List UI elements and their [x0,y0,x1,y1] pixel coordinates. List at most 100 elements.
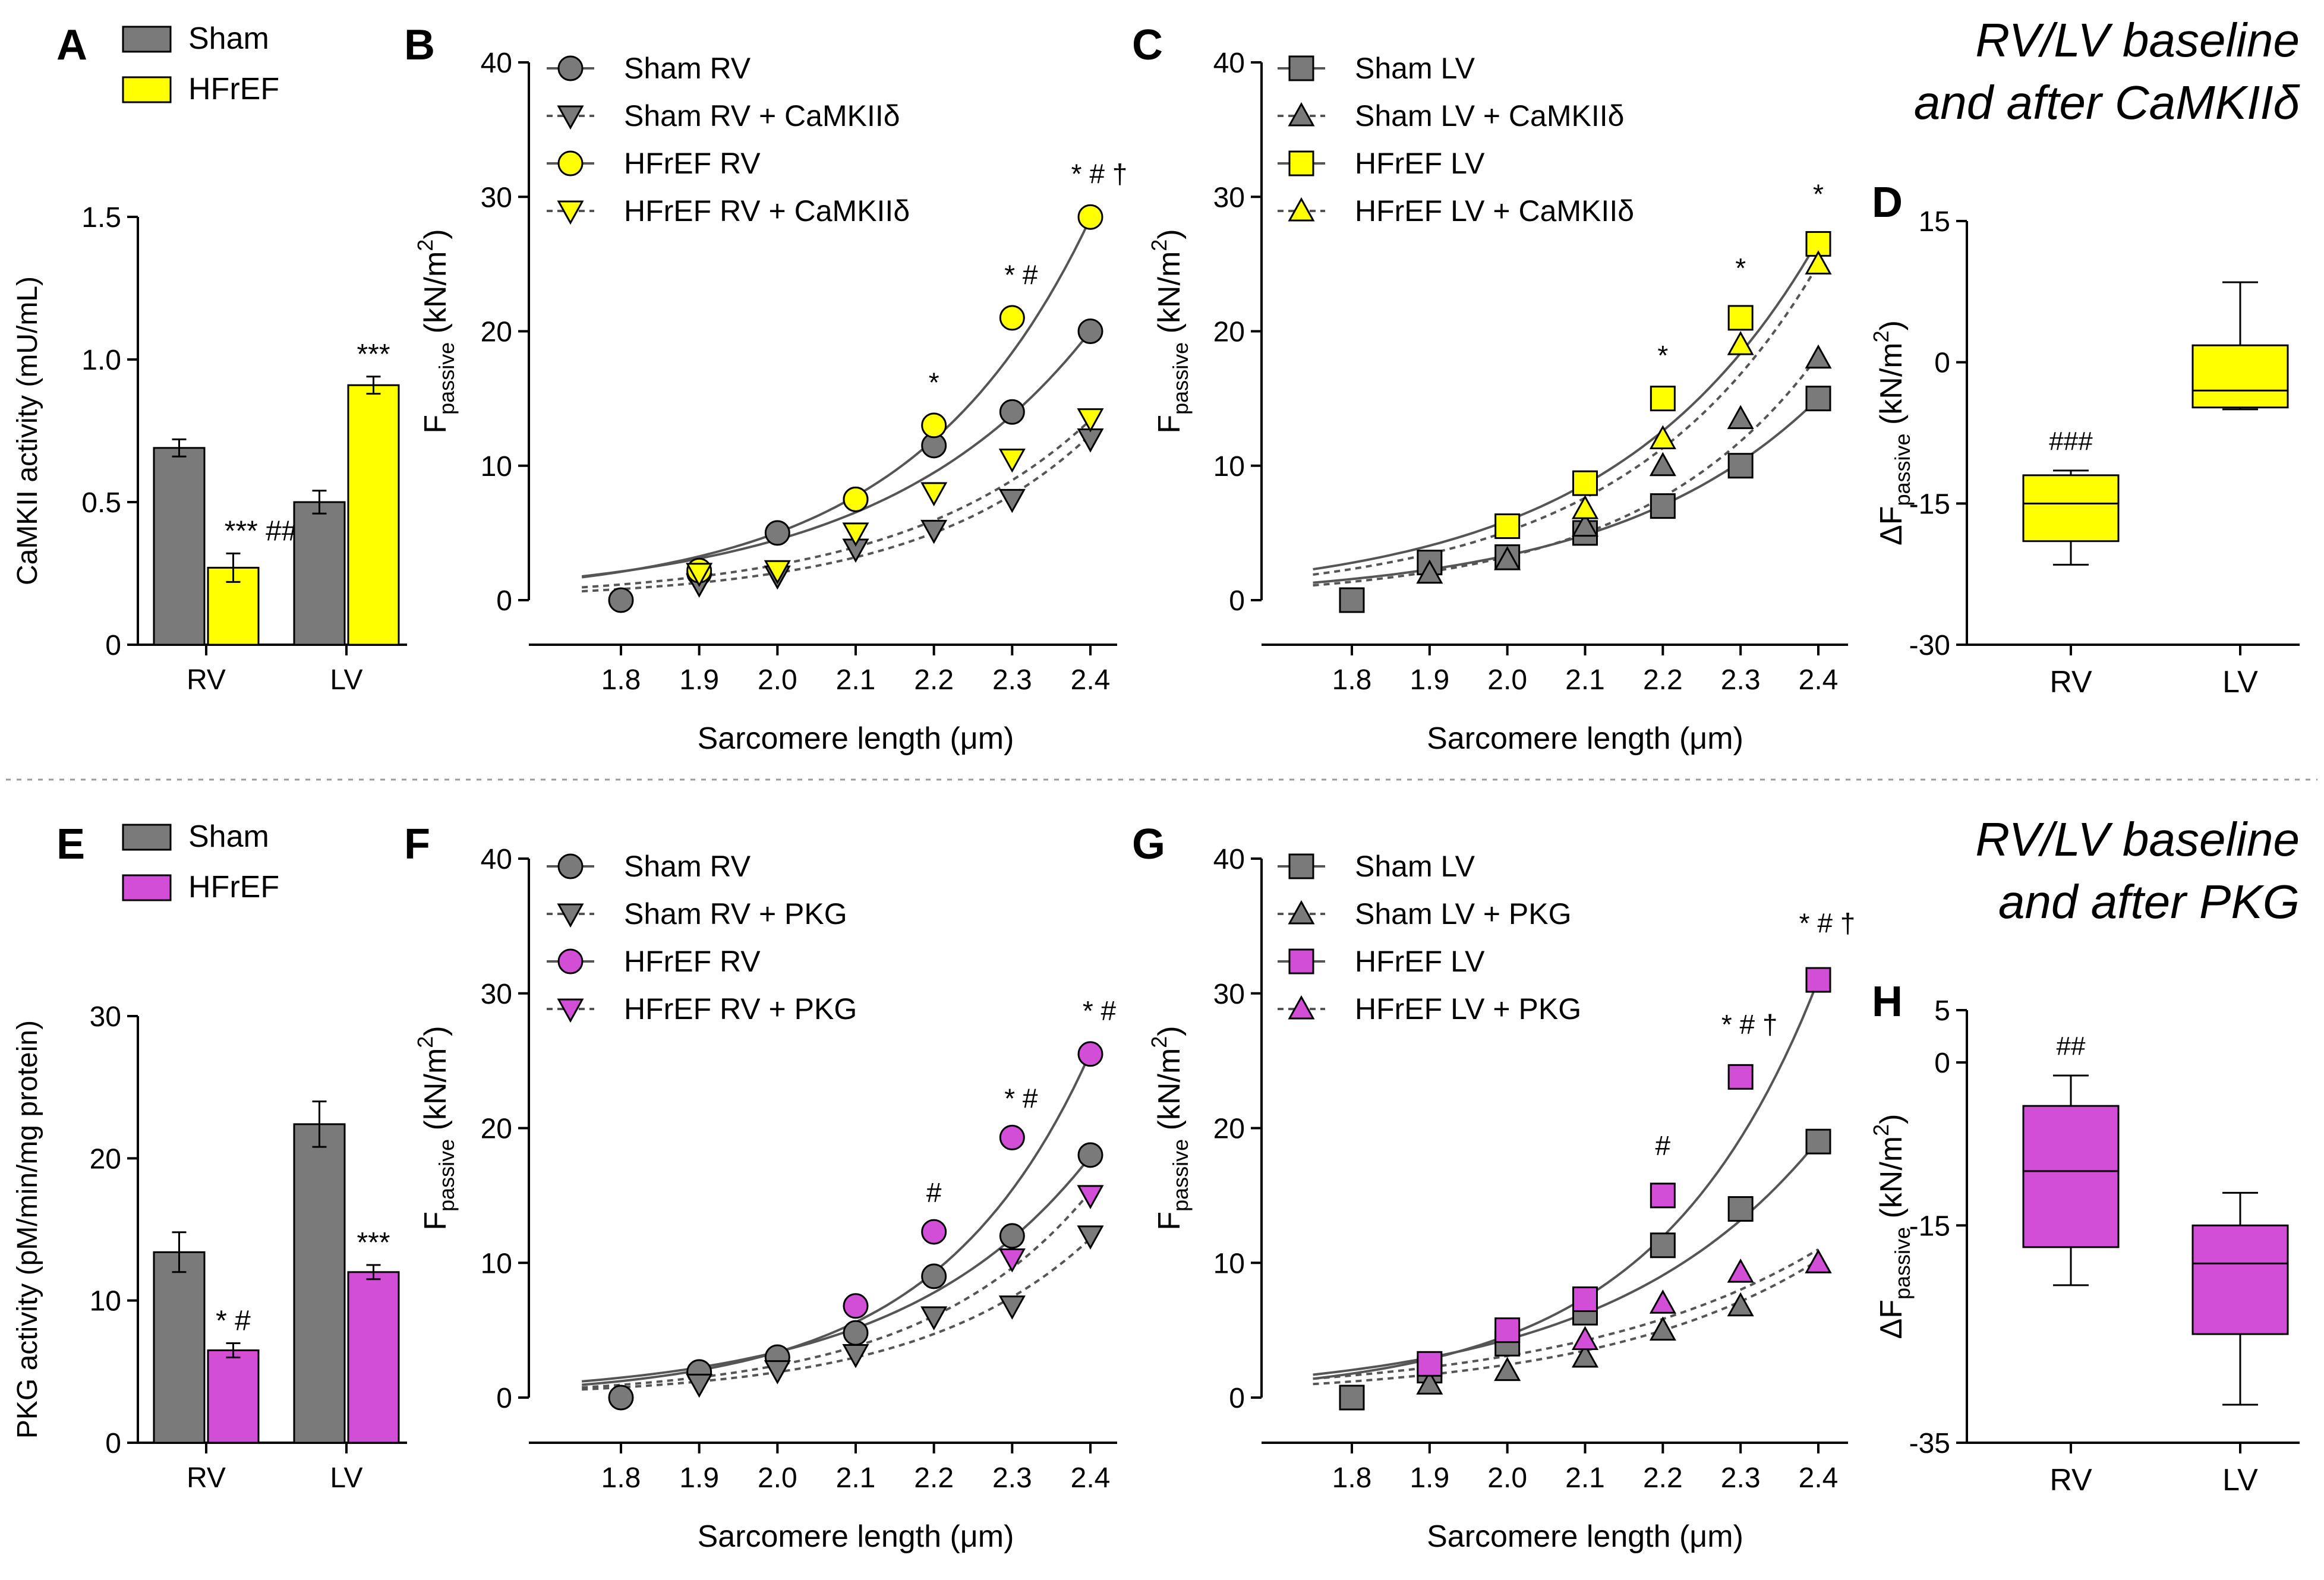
ylabel-main: F [418,1212,453,1231]
data-point [686,1373,713,1398]
data-point [764,520,790,546]
data-point [843,1320,869,1346]
legend-swatch [122,26,172,53]
y-axis-label: Fpassive (kN/m2) [1147,1026,1193,1230]
ylabel-units: (kN/m [1152,1048,1187,1139]
data-point [1077,1142,1103,1168]
data-point [608,1385,634,1411]
legend-label: HFrEF [188,72,279,106]
data-point [1805,344,1832,369]
legend-label: HFrEF RV + PKG [624,992,857,1026]
bar-sham-rv [153,447,206,646]
data-point [1571,1343,1599,1368]
fit-curve [582,419,1092,589]
y-tick-label: 40 [1213,48,1245,79]
y-tick-label: 0 [1934,348,1950,379]
significance-label: * [929,367,939,398]
data-point [842,522,869,547]
bar-hfref-lv [347,384,400,646]
legend-label: Sham LV + PKG [1355,897,1572,931]
y-tick-label: 30 [1213,182,1245,213]
legend-marker [557,998,584,1023]
data-point [1339,587,1365,613]
y-tick-label: 30 [481,979,512,1010]
y-tick-label: 30 [1213,979,1245,1010]
fit-curve [582,1052,1092,1386]
data-point [1805,250,1832,275]
data-point [1805,967,1831,993]
chart-F: 0 10 20 30 40 1.8 1.9 2.0 2.1 2.2 2.3 2.4 Sarcomere … [413,844,1117,1554]
ylabel-main: ΔF [1874,506,1909,546]
chart-E: 0 10 20 30 RV * # LV *** Sham HFrEF PKG activity (… [12,819,407,1494]
data-point [1416,559,1443,584]
significance-label: * [1813,179,1824,210]
chart-D: -30 -15 0 15 RV ### LV ΔFpassive (kN/m2) [1869,206,2300,699]
legend-label: Sham LV [1355,52,1475,85]
data-point [1727,1292,1754,1317]
significance-label: * [1735,253,1746,283]
ylabel-units: (kN/m [418,1048,453,1139]
y-tick-label: 0 [1229,585,1245,617]
data-point [1650,493,1676,519]
data-point [1571,1326,1599,1350]
fit-curve [1313,1248,1820,1380]
y-tick-label: 40 [481,48,512,79]
y-tick-label: -35 [1909,1428,1950,1459]
x-tick-label: 2.3 [1721,664,1761,696]
y-tick-label: 20 [481,317,512,348]
legend-marker [557,948,584,975]
data-point [920,519,948,544]
data-point [999,305,1025,331]
legend-label: HFrEF LV + CaMKIIδ [1355,194,1634,228]
ylabel-sub: passive [434,342,459,415]
y-tick-label: 0 [105,630,121,661]
data-point [921,1263,947,1289]
legend-marker [557,105,584,130]
ylabel-units: (kN/m [1152,251,1187,342]
legend-marker [557,150,584,176]
x-tick-label: LV [330,664,362,696]
x-tick-label: 2.1 [836,1462,876,1494]
legend-marker [1288,150,1314,176]
significance-label: ### [2049,427,2093,456]
data-point [843,486,869,512]
data-point [1416,1370,1443,1395]
data-point [999,1124,1025,1150]
legend-marker [1288,900,1315,925]
y-tick-label: 1.5 [81,202,121,234]
data-point [1727,305,1754,331]
significance-label: # [1656,1130,1671,1161]
data-point [1727,1196,1754,1222]
legend-marker [557,55,584,81]
ylabel-sup: 2 [413,239,437,251]
y-tick-label: 0 [105,1428,121,1459]
x-tick-label: 2.4 [1799,1462,1839,1494]
data-point [1077,428,1104,453]
fit-curve [1313,239,1820,570]
data-point [842,1344,869,1368]
legend-label: HFrEF LV + PKG [1355,992,1581,1026]
panel-label-g: G [1132,821,1165,868]
legend-marker [1288,102,1315,127]
x-tick-label: 1.9 [679,664,719,696]
legend-label: Sham RV + PKG [624,897,847,931]
legend-marker [557,853,584,879]
x-tick-label: RV [2049,665,2092,699]
data-point [1805,1249,1832,1273]
panel-label-d: D [1872,179,1903,226]
significance-label: * # [1004,1083,1038,1114]
ylabel-units: (kN/m [1874,342,1909,433]
y-axis-label: Fpassive (kN/m2) [413,1026,459,1230]
significance-label: # [926,1177,942,1208]
ylabel-main: F [1152,415,1187,434]
y-tick-label: 20 [1213,1114,1245,1145]
data-point [1805,1128,1831,1155]
data-point [920,482,948,507]
x-tick-label: 2.3 [992,664,1032,696]
data-point [1077,1041,1103,1067]
ylabel-sup: 2 [1147,1036,1171,1048]
y-tick-label: 5 [1934,995,1950,1027]
ylabel-units: (kN/m [1874,1136,1909,1227]
x-tick-label: 2.3 [1721,1462,1761,1494]
data-point [998,1248,1026,1273]
